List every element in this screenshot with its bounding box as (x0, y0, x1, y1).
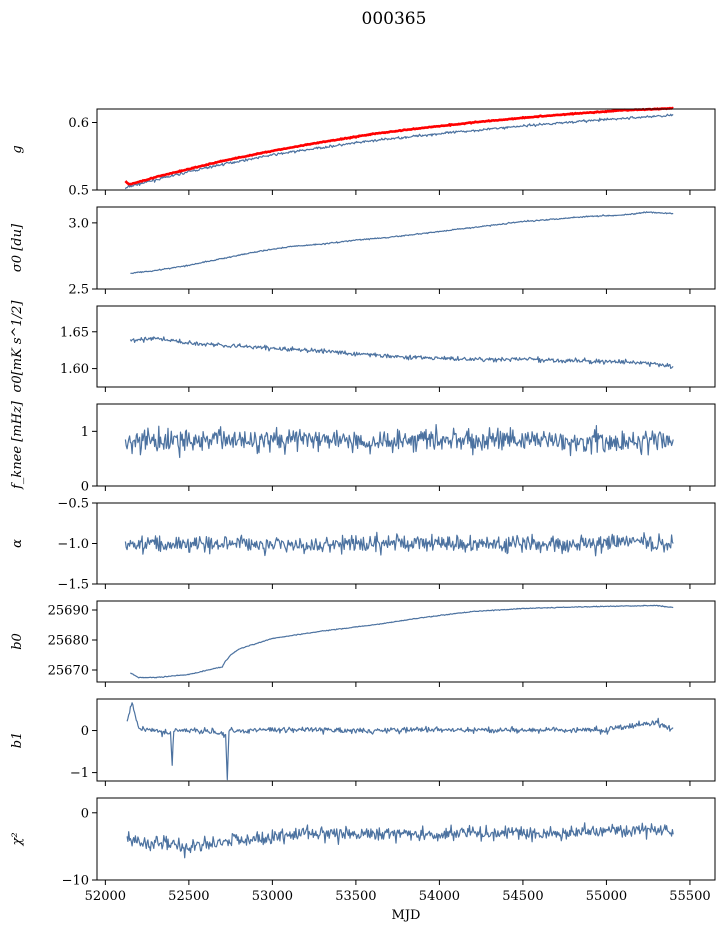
y-axis-title: b1 (10, 732, 25, 749)
axes-frame (96, 305, 716, 388)
axes-frame (96, 502, 716, 585)
panel-4: 0 1 f_knee [mHz] (10, 400, 716, 495)
y-axis-title: f_knee [mHz] (10, 400, 25, 490)
series-line-1 (129, 336, 674, 369)
panel-5: −1.5 −1.0 −0.5 α (10, 497, 716, 593)
y-axis-title: g (10, 145, 25, 153)
series-line-1 (130, 604, 674, 679)
x-tick-label: 53500 (335, 889, 376, 904)
x-tick-label: 54000 (419, 889, 460, 904)
series-line-1 (130, 211, 674, 275)
y-tick-label: 0 (81, 806, 89, 821)
panel-8: −10 0 52000 52500 53000 53500 54000 54500 55000 5… (10, 797, 716, 923)
y-axis-title: χ² (10, 832, 25, 846)
y-tick-label: −10 (62, 874, 89, 889)
axes-frame (96, 403, 716, 487)
axes-frame (96, 698, 716, 782)
x-tick-label: 54500 (502, 889, 543, 904)
y-tick-label: 0.6 (68, 116, 89, 131)
series-line-2 (124, 106, 674, 186)
y-tick-label: 25670 (48, 664, 89, 679)
panel-3: 1.60 1.65 σ0[mK s^1/2] (10, 300, 716, 393)
y-tick-label: 0 (81, 724, 89, 739)
series-line-1 (124, 531, 674, 557)
y-axis-title: σ0[mK s^1/2] (10, 300, 25, 393)
y-tick-label: 1.60 (60, 362, 89, 377)
axes-frame (96, 600, 716, 683)
axes-frame (96, 108, 716, 191)
y-tick-label: −1.0 (57, 537, 89, 552)
y-tick-label: 0.5 (68, 184, 89, 199)
y-tick-label: 1 (81, 425, 89, 440)
y-axis-title: σ0 [du] (10, 223, 25, 272)
series-line-1 (126, 822, 674, 859)
y-tick-label: −1.5 (57, 578, 89, 593)
figure-title: 000365 (362, 9, 427, 29)
y-tick-label: 3.0 (68, 216, 89, 231)
panel-7: −1 0 b1 (10, 698, 716, 786)
x-tick-label: 52000 (85, 889, 126, 904)
y-tick-label: 1.65 (60, 325, 89, 340)
panels: 0.5 0.6 g 2.5 3.0 σ0 [du] 1.60 1.65 σ0[mK s^1/2]… (10, 106, 716, 923)
y-tick-label: −0.5 (57, 497, 89, 512)
axes-frame (96, 206, 716, 290)
series-line-1 (126, 702, 674, 781)
x-tick-label: 55500 (669, 889, 710, 904)
x-axis-title: MJD (392, 908, 421, 923)
axes-frame (96, 797, 716, 881)
y-axis-title: b0 (10, 633, 25, 650)
x-tick-label: 53000 (252, 889, 293, 904)
panel-1: 0.5 0.6 g (10, 106, 716, 199)
series-line-1 (124, 424, 674, 459)
panel-2: 2.5 3.0 σ0 [du] (10, 206, 716, 298)
y-tick-label: 25680 (48, 634, 89, 649)
y-tick-label: 0 (81, 480, 89, 495)
y-axis-title: α (10, 539, 25, 548)
series-line-1 (124, 113, 674, 190)
x-tick-label: 52500 (168, 889, 209, 904)
x-tick-label: 55000 (586, 889, 627, 904)
y-tick-label: 25690 (48, 604, 89, 619)
y-tick-label: −1 (70, 766, 89, 781)
panel-6: 25670 25680 25690 b0 (10, 600, 716, 687)
y-tick-label: 2.5 (68, 283, 89, 298)
